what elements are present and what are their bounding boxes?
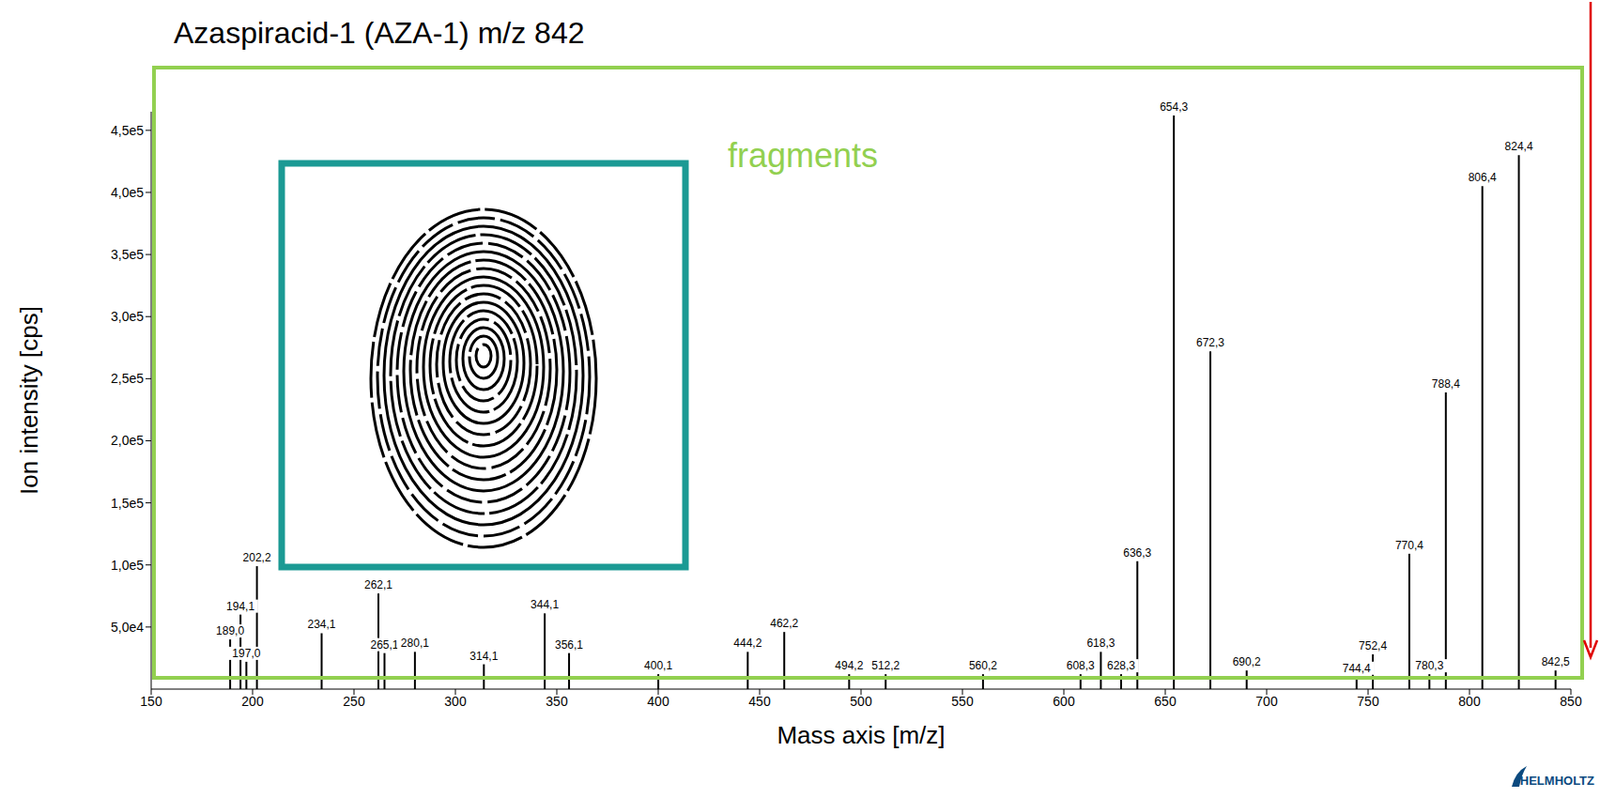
svg-text:250: 250 [342,693,366,709]
svg-text:672,3: 672,3 [1196,336,1225,350]
svg-text:314,1: 314,1 [469,649,498,663]
svg-text:150: 150 [139,693,163,709]
svg-text:850: 850 [1559,693,1583,709]
svg-text:234,1: 234,1 [307,617,337,631]
svg-text:494,2: 494,2 [834,659,863,673]
svg-text:600: 600 [1052,693,1076,709]
svg-text:400: 400 [646,693,670,709]
svg-text:Mass axis [m/z]: Mass axis [m/z] [776,721,945,750]
svg-text:3,0e5: 3,0e5 [110,308,144,324]
svg-text:1,0e5: 1,0e5 [110,557,144,573]
svg-text:650: 650 [1153,693,1177,709]
svg-text:750: 750 [1356,693,1380,709]
svg-text:197,0: 197,0 [231,646,261,661]
svg-text:450: 450 [748,693,771,709]
svg-text:4,5e5: 4,5e5 [110,123,144,139]
svg-text:770,4: 770,4 [1395,538,1424,553]
svg-text:4,0e5: 4,0e5 [110,184,144,200]
svg-text:2,5e5: 2,5e5 [110,370,144,386]
svg-text:300: 300 [444,693,467,709]
svg-text:194,1: 194,1 [226,600,255,614]
svg-text:1,5e5: 1,5e5 [110,495,144,511]
svg-text:628,3: 628,3 [1107,659,1136,673]
svg-text:Ion intensity [cps]: Ion intensity [cps] [15,306,44,495]
svg-text:350: 350 [545,693,569,709]
svg-text:636,3: 636,3 [1123,546,1152,560]
svg-text:512,2: 512,2 [871,659,900,673]
svg-text:744,4: 744,4 [1342,661,1371,676]
svg-text:700: 700 [1255,693,1278,709]
svg-text:800: 800 [1458,693,1481,709]
svg-text:200: 200 [241,693,264,709]
svg-text:654,3: 654,3 [1159,100,1188,114]
svg-text:752,4: 752,4 [1358,639,1387,653]
svg-text:462,2: 462,2 [769,616,799,631]
svg-text:444,2: 444,2 [733,636,762,650]
svg-text:344,1: 344,1 [530,598,559,612]
svg-text:2,0e5: 2,0e5 [110,432,144,448]
svg-text:618,3: 618,3 [1086,636,1115,650]
svg-text:3,5e5: 3,5e5 [110,246,144,262]
svg-text:500: 500 [849,693,873,709]
svg-text:560,2: 560,2 [969,659,998,673]
svg-text:400,1: 400,1 [644,659,673,673]
svg-text:280,1: 280,1 [400,636,430,650]
svg-text:788,4: 788,4 [1431,377,1461,391]
svg-text:806,4: 806,4 [1468,170,1497,185]
svg-text:824,4: 824,4 [1505,139,1534,154]
svg-text:262,1: 262,1 [364,578,393,592]
svg-text:265,1: 265,1 [369,638,399,652]
svg-text:fragments: fragments [727,136,878,175]
svg-text:5,0e4: 5,0e4 [110,619,144,635]
svg-text:356,1: 356,1 [554,638,584,652]
svg-text:202,2: 202,2 [243,551,272,565]
svg-text:690,2: 690,2 [1232,655,1262,669]
svg-text:608,3: 608,3 [1066,659,1095,673]
svg-text:HELMHOLTZ: HELMHOLTZ [1520,773,1595,788]
svg-text:842,5: 842,5 [1541,655,1570,669]
svg-text:780,3: 780,3 [1415,659,1444,673]
svg-text:189,0: 189,0 [215,624,245,638]
svg-text:550: 550 [951,693,974,709]
svg-text:Azaspiracid-1 (AZA-1) m/z 842: Azaspiracid-1 (AZA-1) m/z 842 [173,15,585,50]
